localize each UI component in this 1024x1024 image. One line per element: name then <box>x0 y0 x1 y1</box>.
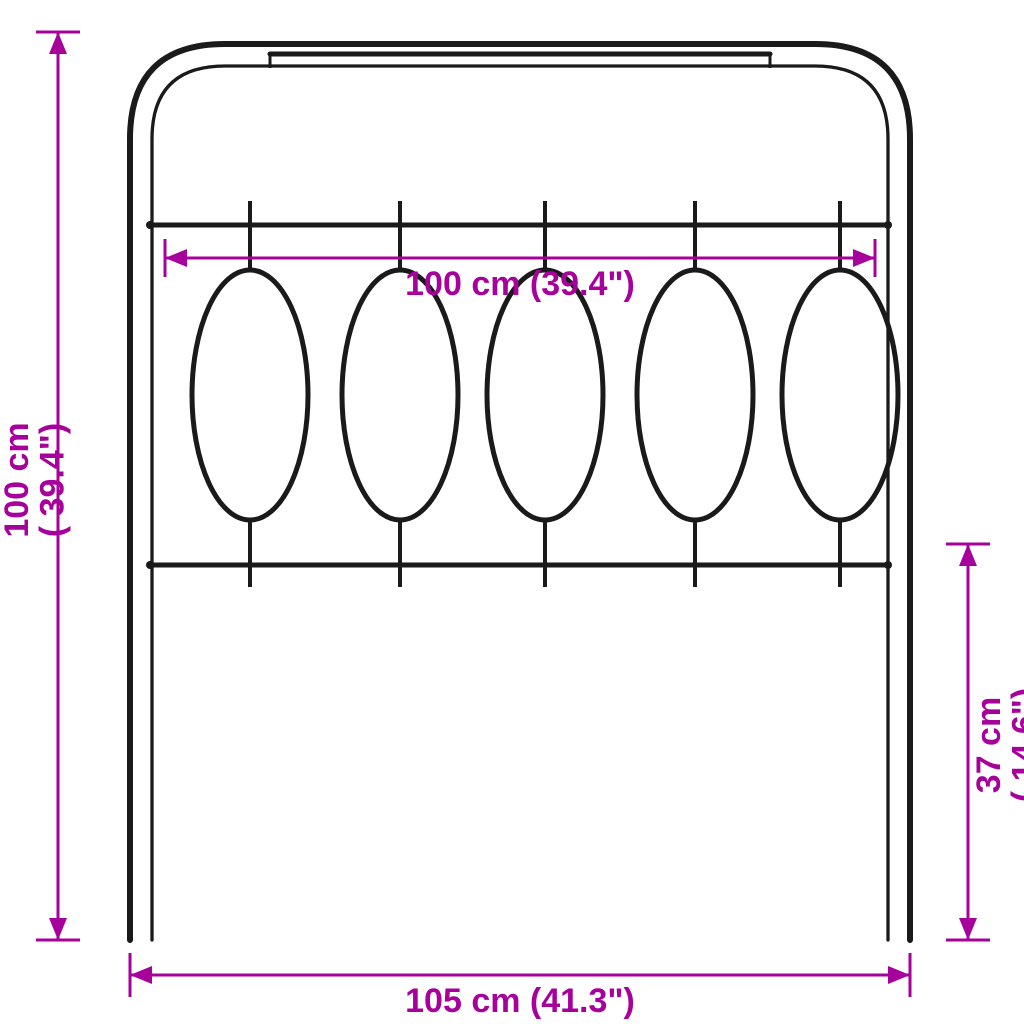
dim-inner-width: 100 cm (39.4") <box>165 239 875 303</box>
dim-total-height-label: 100 cm( 39.4") <box>0 422 72 537</box>
decor-oval-3 <box>637 270 753 520</box>
headboard-product <box>130 44 910 940</box>
decor-oval-0 <box>192 270 308 520</box>
dim-total-height: 100 cm( 39.4") <box>0 32 80 940</box>
bolt <box>146 221 154 229</box>
frame-inner <box>152 66 888 940</box>
dim-inner-width-label: 100 cm (39.4") <box>405 265 635 303</box>
bolt <box>884 221 892 229</box>
dimension-diagram: 100 cm (39.4") 105 cm (41.3") 100 cm( 39.4… <box>0 0 1024 1024</box>
dim-total-width: 105 cm (41.3") <box>130 953 910 1020</box>
dim-total-width-label: 105 cm (41.3") <box>405 982 635 1020</box>
decor-oval-4 <box>782 270 898 520</box>
dim-lower-height-label: 37 cm( 14.6") <box>970 688 1024 802</box>
frame-outer <box>130 44 910 940</box>
bolt <box>884 561 892 569</box>
dim-lower-height: 37 cm( 14.6") <box>946 544 1024 940</box>
bolt <box>146 561 154 569</box>
decor-oval-1 <box>342 270 458 520</box>
decor-oval-2 <box>487 270 603 520</box>
